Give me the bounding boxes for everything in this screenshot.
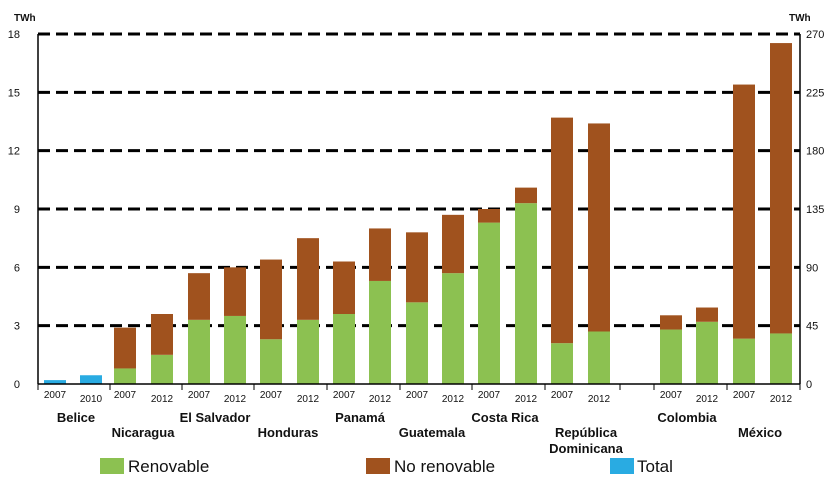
bar-no-renovable [224,267,246,316]
bar-no-renovable [369,228,391,281]
left-axis-unit: TWh [14,13,36,24]
bar-no-renovable [733,84,755,339]
bar-renovable [369,280,391,384]
bar-renovable [660,329,682,384]
bar-renovable [151,354,173,384]
left-tick-label: 0 [14,379,20,391]
year-label: 2012 [224,394,247,405]
bar-no-renovable [660,315,682,330]
bar-no-renovable [442,214,464,274]
legend-swatch-renovable [100,458,124,474]
bar-renovable [696,321,718,384]
year-label: 2007 [114,390,137,401]
bar-no-renovable [551,117,573,344]
legend-label-no-renovable: No renovable [394,457,495,476]
bar-renovable [770,333,792,384]
year-label: 2012 [369,394,392,405]
country-label: Panamá [335,410,386,425]
bar-total [80,375,102,384]
bar-renovable [733,338,755,384]
right-tick-label: 180 [806,146,824,158]
year-label: 2007 [333,390,356,401]
legend-swatch-no-renovable [366,458,390,474]
country-label: Belice [57,410,95,425]
left-tick-label: 15 [8,87,20,99]
bar-renovable [442,273,464,384]
bar-renovable [588,331,610,384]
right-tick-label: 90 [806,262,818,274]
legend-label-total: Total [637,457,673,476]
country-label: El Salvador [180,410,251,425]
bar-no-renovable [406,232,428,303]
year-label: 2010 [80,394,103,405]
year-label: 2012 [515,394,538,405]
bar-renovable [260,339,282,384]
legend-label-renovable: Renovable [128,457,209,476]
country-label: Costa Rica [471,410,539,425]
legend: Renovable No renovable Total [100,457,673,476]
bar-total [44,380,66,384]
right-tick-label: 135 [806,204,824,216]
bar-no-renovable [114,327,136,369]
year-label: 2007 [44,390,67,401]
bar-no-renovable [297,238,319,320]
bar-no-renovable [770,43,792,334]
country-label: Colombia [657,410,717,425]
year-label: 2007 [478,390,501,401]
bar-no-renovable [478,209,500,223]
bar-renovable [406,302,428,384]
left-tick-label: 6 [14,262,20,274]
bar-no-renovable [260,259,282,340]
bar-renovable [333,314,355,384]
right-axis-unit: TWh [789,13,811,24]
bar-no-renovable [333,261,355,314]
country-label: México [738,425,782,440]
year-label: 2007 [188,390,211,401]
year-label: 2012 [696,394,719,405]
bar-renovable [114,368,136,384]
left-tick-label: 9 [14,204,20,216]
bar-no-renovable [696,307,718,322]
year-label: 2012 [151,394,174,405]
right-tick-label: 45 [806,321,818,333]
country-label: Dominicana [549,441,623,456]
year-label: 2012 [442,394,465,405]
bar-renovable [188,319,210,384]
bar-renovable [515,203,537,384]
left-tick-label: 18 [8,29,20,41]
bar-no-renovable [588,123,610,332]
year-label: 2012 [588,394,611,405]
bar-renovable [551,343,573,384]
left-tick-label: 3 [14,321,20,333]
legend-swatch-total [610,458,634,474]
bar-no-renovable [151,314,173,355]
country-label: República [555,425,618,440]
bar-renovable [224,315,246,384]
country-label: Guatemala [399,425,466,440]
bar-no-renovable [515,187,537,204]
country-label: Honduras [258,425,319,440]
bars [44,43,792,384]
year-label: 2007 [660,390,683,401]
bar-renovable [297,319,319,384]
left-tick-label: 12 [8,146,20,158]
bar-no-renovable [188,273,210,320]
country-label: Nicaragua [112,425,176,440]
year-label: 2012 [297,394,320,405]
year-label: 2007 [260,390,283,401]
year-label: 2007 [551,390,574,401]
right-tick-label: 270 [806,29,824,41]
year-label: 2007 [406,390,429,401]
year-label: 2012 [770,394,793,405]
right-tick-label: 0 [806,379,812,391]
year-label: 2007 [733,390,756,401]
labels: 2007 2010 Belice 2007 2012 Nicaragua 2007 2012 E… [44,390,793,456]
right-tick-label: 225 [806,87,824,99]
bar-renovable [478,222,500,384]
